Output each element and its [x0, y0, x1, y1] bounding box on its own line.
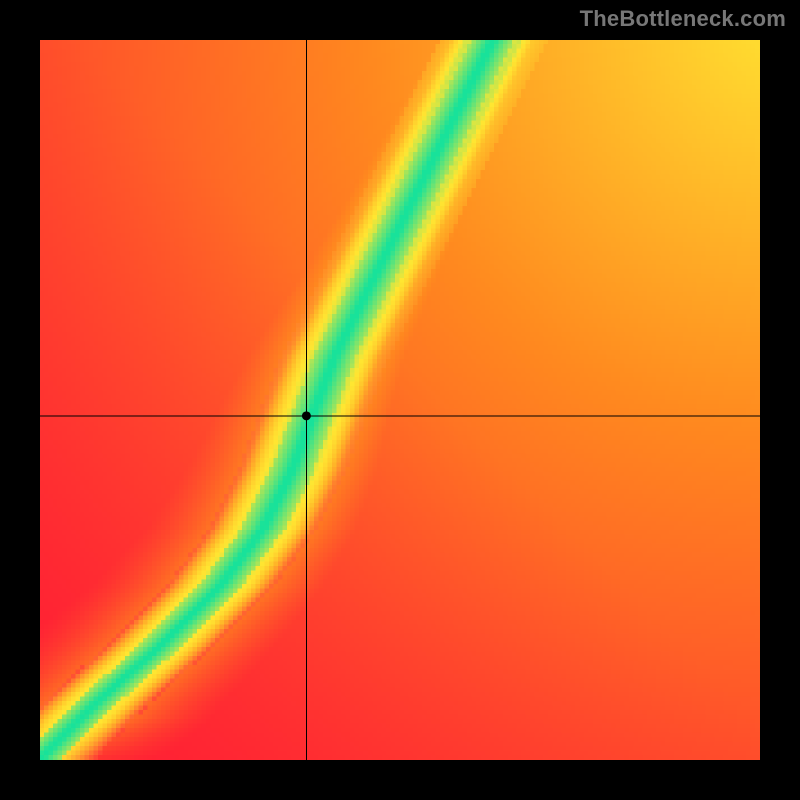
- chart-container: TheBottleneck.com: [0, 0, 800, 800]
- watermark-text: TheBottleneck.com: [580, 6, 786, 32]
- heatmap-cells: [40, 40, 760, 760]
- heatmap-plot: [40, 40, 760, 760]
- crosshair-marker: [302, 411, 311, 420]
